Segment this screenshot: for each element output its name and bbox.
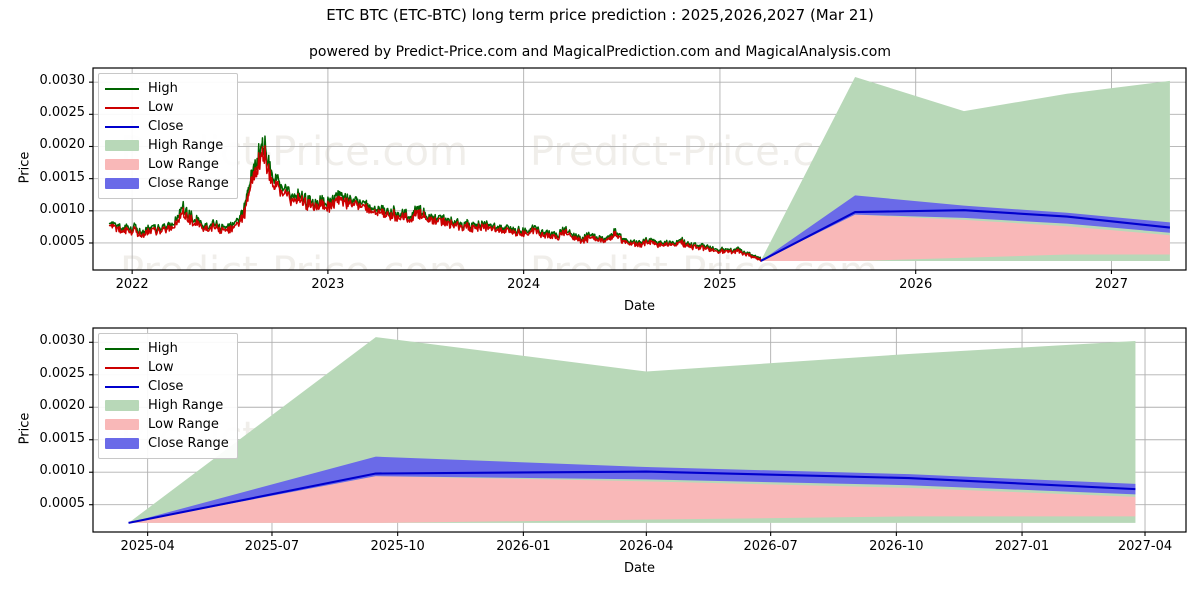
- legend-label: Low Range: [148, 157, 219, 172]
- legend-item-high[interactable]: High: [105, 79, 229, 98]
- top-y-tick-label: 0.0025: [39, 105, 86, 121]
- top-chart-panel: Predict-Price.com Predict-Price.com Predic…: [0, 60, 1200, 314]
- svg-text:Predict-Price.com: Predict-Price.com: [120, 249, 468, 295]
- legend-swatch-low-icon: [105, 102, 139, 114]
- bottom-y-tick-label: 0.0015: [39, 430, 86, 446]
- top-y-tick-label: 0.0005: [39, 233, 86, 249]
- legend-item-close[interactable]: Close: [105, 117, 229, 136]
- legend-swatch-high-range-icon: [105, 140, 139, 151]
- top-x-tick-label: 2027: [1094, 277, 1128, 292]
- top-y-tick-label: 0.0015: [39, 169, 86, 185]
- top-y-tick-label: 0.0010: [39, 201, 86, 217]
- bottom-x-tick-label: 2026-01: [496, 539, 551, 554]
- top-chart-plot: Predict-Price.com Predict-Price.comPredic…: [89, 67, 1187, 295]
- legend-swatch-high-icon: [105, 83, 139, 95]
- bottom-x-tick-label: 2026-04: [619, 539, 674, 554]
- legend-swatch-close-range-icon: [105, 438, 139, 449]
- legend-item-close-range[interactable]: Close Range: [105, 174, 229, 193]
- legend-item-close[interactable]: Close: [105, 377, 229, 396]
- legend-item-low-range[interactable]: Low Range: [105, 415, 229, 434]
- legend-swatch-high-range-icon: [105, 400, 139, 411]
- bottom-chart-legend: High Low Close High Range Low Range Close Ran…: [98, 333, 238, 459]
- bottom-x-tick-label: 2025-10: [370, 539, 425, 554]
- legend-item-high-range[interactable]: High Range: [105, 136, 229, 155]
- legend-label: Close: [148, 119, 184, 134]
- top-y-tick-label: 0.0030: [39, 73, 86, 89]
- bottom-x-axis-label: Date: [623, 561, 656, 576]
- legend-swatch-low-range-icon: [105, 159, 139, 170]
- legend-label: Close Range: [148, 176, 229, 191]
- bottom-x-tick-label: 2026-10: [869, 539, 924, 554]
- top-x-tick-label: 2026: [899, 277, 933, 292]
- top-chart-legend: High Low Close High Range Low Range Close Ran…: [98, 73, 238, 199]
- bottom-x-tick-label: 2025-07: [244, 539, 300, 554]
- legend-swatch-high-icon: [105, 343, 139, 355]
- legend-label: Low Range: [148, 417, 219, 432]
- top-x-tick-label: 2023: [311, 277, 345, 292]
- bottom-x-tick-label: 2025-04: [120, 539, 175, 554]
- legend-label: Close Range: [148, 436, 229, 451]
- bottom-y-tick-label: 0.0030: [39, 333, 86, 349]
- legend-swatch-low-range-icon: [105, 419, 139, 430]
- bottom-x-tick-label: 2026-07: [743, 539, 798, 554]
- bottom-x-tick-label: 2027-04: [1117, 539, 1173, 554]
- top-x-tick-label: 2025: [703, 277, 737, 292]
- legend-label: High: [148, 341, 178, 356]
- legend-label: Low: [148, 100, 174, 115]
- legend-swatch-close-range-icon: [105, 178, 139, 189]
- legend-item-low[interactable]: Low: [105, 98, 229, 117]
- legend-label: High Range: [148, 138, 224, 153]
- legend-item-high-range[interactable]: High Range: [105, 396, 229, 415]
- legend-label: High: [148, 81, 178, 96]
- legend-label: High Range: [148, 398, 224, 413]
- legend-label: Close: [148, 379, 184, 394]
- top-y-tick-label: 0.0020: [39, 137, 86, 153]
- legend-item-high[interactable]: High: [105, 339, 229, 358]
- top-x-tick-label: 2024: [507, 277, 541, 292]
- legend-item-low[interactable]: Low: [105, 358, 229, 377]
- legend-swatch-close-icon: [105, 121, 139, 133]
- chart-title: ETC BTC (ETC-BTC) long term price predic…: [326, 6, 874, 24]
- chart-subtitle: powered by Predict-Price.com and Magical…: [309, 44, 891, 60]
- bottom-y-tick-label: 0.0025: [39, 365, 86, 381]
- bottom-x-tick-label: 2027-01: [994, 539, 1050, 554]
- legend-label: Low: [148, 360, 174, 375]
- legend-item-close-range[interactable]: Close Range: [105, 434, 229, 453]
- bottom-y-tick-label: 0.0005: [39, 495, 86, 511]
- legend-swatch-low-icon: [105, 362, 139, 374]
- bottom-y-tick-label: 0.0020: [39, 398, 86, 414]
- top-x-tick-label: 2022: [115, 277, 149, 292]
- top-x-axis-label: Date: [623, 299, 656, 314]
- bottom-y-tick-label: 0.0010: [39, 463, 86, 479]
- legend-item-low-range[interactable]: Low Range: [105, 155, 229, 174]
- legend-swatch-close-icon: [105, 381, 139, 393]
